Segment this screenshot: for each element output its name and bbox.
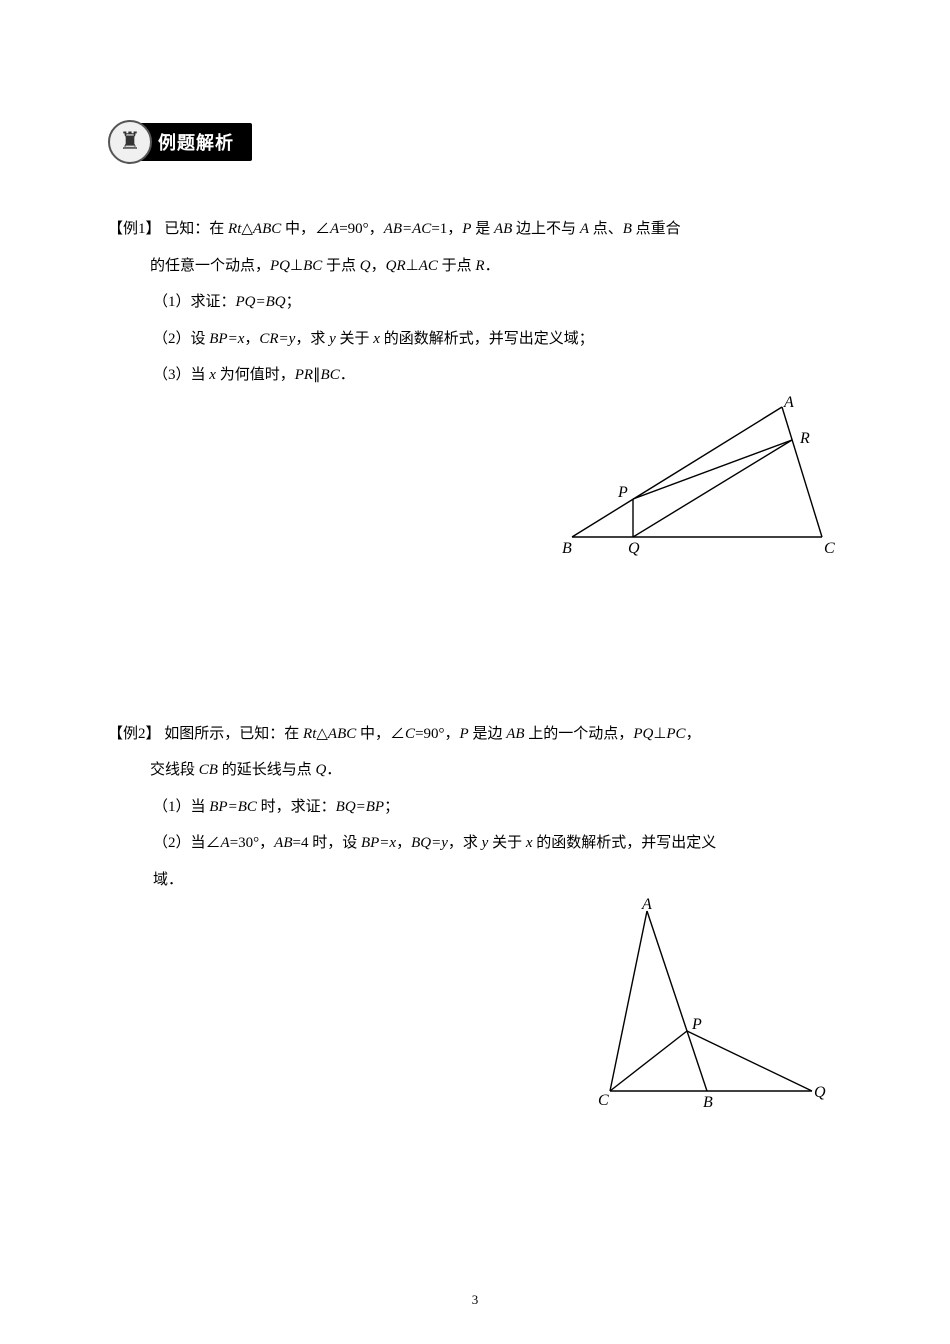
example-2-stem: 【例2】 如图所示，已知：在 RtABC 中，C=90°，P 是边 AB 上的一… [108, 717, 842, 752]
fig1-label-R: R [799, 430, 810, 447]
example-1-stem: 【例1】 已知：在 RtABC 中，A=90°，AB=AC=1，P 是 AB 边… [108, 212, 842, 247]
fig1-label-A: A [783, 394, 794, 411]
example-2-figure-wrap: A C B P Q [108, 901, 842, 1111]
section-badge: ♜ 例题解析 [108, 120, 252, 164]
fig1-label-P: P [617, 484, 628, 501]
example-2: 【例2】 如图所示，已知：在 RtABC 中，C=90°，P 是边 AB 上的一… [108, 717, 842, 1112]
fig2-label-C: C [598, 1092, 609, 1109]
example-2-sub2-cont: 域． [108, 863, 842, 898]
example-2-tag: 【例2】 [108, 726, 161, 742]
page-number: 3 [0, 1292, 950, 1308]
example-1-sub2: （2）设 BP=x，CR=y，求 y 关于 x 的函数解析式，并写出定义域； [108, 322, 842, 357]
fig1-label-B: B [562, 540, 572, 557]
badge-icon: ♜ [108, 120, 152, 164]
example-2-figure: A C B P Q [592, 901, 842, 1111]
fig2-label-B: B [703, 1094, 713, 1111]
fig1-label-Q: Q [628, 540, 640, 557]
example-2-sub1: （1）当 BP=BC 时，求证：BQ=BP； [108, 790, 842, 825]
example-1-tag: 【例1】 [108, 221, 161, 237]
fig1-label-C: C [824, 540, 835, 557]
example-2-stem-line2: 交线段 CB 的延长线与点 Q． [108, 753, 842, 788]
example-2-sub2: （2）当A=30°，AB=4 时，设 BP=x，BQ=y，求 y 关于 x 的函… [108, 826, 842, 861]
example-1-figure: A B C P Q R [552, 397, 842, 557]
example-1: 【例1】 已知：在 RtABC 中，A=90°，AB=AC=1，P 是 AB 边… [108, 212, 842, 557]
section-header: ♜ 例题解析 [108, 120, 842, 164]
example-1-sub1: （1）求证：PQ=BQ； [108, 285, 842, 320]
fig2-label-A: A [641, 896, 652, 913]
example-1-sub3: （3）当 x 为何值时，PRBC． [108, 358, 842, 393]
fig2-label-P: P [691, 1016, 702, 1033]
fig2-label-Q: Q [814, 1084, 826, 1101]
example-1-figure-wrap: A B C P Q R [108, 397, 842, 557]
chess-icon: ♜ [119, 130, 141, 154]
example-1-stem-line2: 的任意一个动点，PQBC 于点 Q，QRAC 于点 R． [108, 249, 842, 284]
